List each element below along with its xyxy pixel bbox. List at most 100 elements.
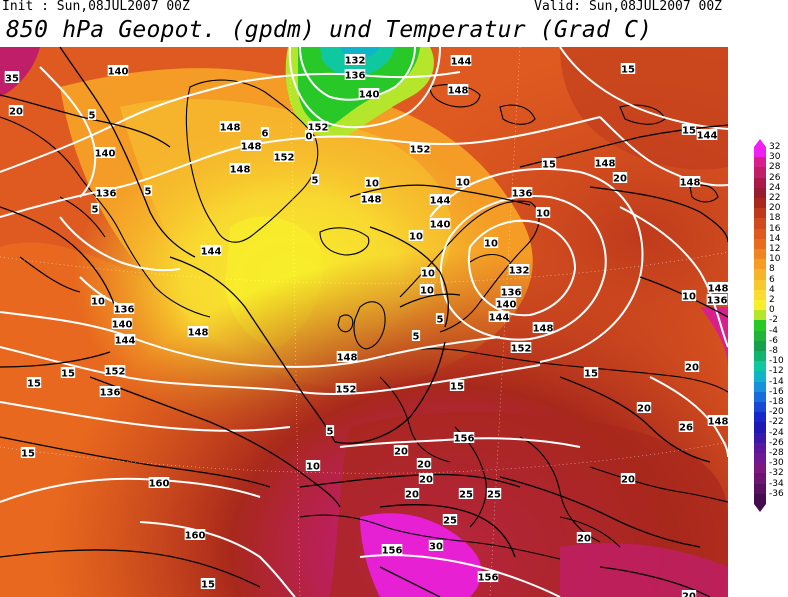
temperature-label-box bbox=[364, 177, 380, 188]
geopotential-label: 140 bbox=[359, 90, 380, 101]
colorbar-cell bbox=[754, 289, 766, 301]
colorbar-cell bbox=[754, 371, 766, 383]
geopotential-label: 152 bbox=[410, 145, 431, 156]
colorbar-cell bbox=[754, 177, 766, 189]
temperature-label: 15 bbox=[61, 369, 75, 380]
geopotential-label-box bbox=[113, 303, 135, 314]
geopotential-label: 148 bbox=[337, 353, 358, 364]
temperature-label-box bbox=[458, 488, 474, 499]
colorbar-cell bbox=[754, 300, 766, 311]
colorbar-cell bbox=[754, 157, 766, 168]
temperature-label: 10 bbox=[536, 209, 550, 220]
temperature-label-box bbox=[428, 540, 444, 551]
colorbar-cell bbox=[754, 432, 766, 444]
temperature-label-box bbox=[483, 237, 499, 248]
temperature-label: 6 bbox=[262, 129, 269, 140]
temperature-label-box bbox=[143, 185, 153, 196]
colorbar-label: -10 bbox=[769, 356, 784, 367]
temperature-label-box bbox=[620, 63, 636, 74]
colorbar-label: -6 bbox=[769, 335, 778, 346]
colorbar-bottom-arrow bbox=[754, 504, 766, 512]
geopotential-label: 160 bbox=[185, 531, 206, 542]
colorbar-label: -4 bbox=[769, 325, 778, 336]
colorbar-cell bbox=[754, 381, 766, 393]
geopotential-label: 136 bbox=[501, 288, 522, 299]
geopotential-label-box bbox=[381, 544, 403, 555]
geopotential-label-box bbox=[429, 194, 451, 205]
geopotential-label-box bbox=[187, 326, 209, 337]
geopotential-label-box bbox=[429, 218, 451, 229]
temperature-label: 15 bbox=[27, 379, 41, 390]
geopotential-label-box bbox=[495, 298, 517, 309]
colorbar-label: -26 bbox=[769, 437, 784, 448]
temperature-label-box bbox=[4, 72, 20, 83]
geopotential-contours bbox=[0, 47, 728, 597]
temperature-label-box bbox=[393, 445, 409, 456]
colorbar-label: 4 bbox=[769, 284, 775, 295]
geopotential-label-box bbox=[511, 187, 533, 198]
temperature-label-box bbox=[304, 130, 314, 141]
temperature-label-box bbox=[305, 460, 321, 471]
colorbar-label: 2 bbox=[769, 295, 775, 305]
temperature-label-box bbox=[20, 447, 36, 458]
temperature-label-box bbox=[60, 367, 76, 378]
temperature-label-box bbox=[576, 532, 592, 543]
geopotential-label: 140 bbox=[95, 149, 116, 160]
temperature-label: 20 bbox=[417, 460, 431, 471]
geopotential-label: 136 bbox=[114, 305, 135, 316]
geopotential-label: 148 bbox=[448, 86, 469, 97]
geopotential-label-box bbox=[229, 163, 251, 174]
geopotential-label-box bbox=[707, 415, 728, 426]
colorbar-label: 8 bbox=[769, 264, 775, 275]
colorbar-cell bbox=[754, 493, 766, 505]
geopotential-label: 136 bbox=[345, 71, 366, 82]
geopotential-label: 156 bbox=[382, 546, 403, 557]
temperature-label: 10 bbox=[456, 178, 470, 189]
temperature-label-box bbox=[486, 488, 502, 499]
valid-time-label: Valid: Sun,08JUL2007 00Z bbox=[534, 0, 722, 14]
temperature-label: 20 bbox=[682, 592, 696, 597]
temperature-label-box bbox=[325, 425, 335, 436]
geopotential-label: 148 bbox=[230, 165, 251, 176]
colorbar-label: 26 bbox=[769, 172, 781, 183]
colorbar-cell bbox=[754, 442, 766, 454]
colorbar-cell bbox=[754, 249, 766, 260]
geopotential-label: 140 bbox=[112, 320, 133, 331]
geopotential-label-box bbox=[273, 151, 295, 162]
geopotential-label: 148 bbox=[595, 159, 616, 170]
temperature-label: 15 bbox=[201, 580, 215, 591]
colorbar-label: -32 bbox=[769, 468, 784, 479]
geopotential-label-box bbox=[148, 477, 170, 488]
temperature-label-box bbox=[678, 421, 694, 432]
colorbar-label: -14 bbox=[769, 376, 784, 387]
geopotential-label-box bbox=[94, 147, 116, 158]
temperature-label: 25 bbox=[459, 490, 473, 501]
temperature-label-box bbox=[583, 367, 599, 378]
geopotential-label: 160 bbox=[149, 479, 170, 490]
geopotential-label: 144 bbox=[201, 247, 222, 258]
colorbar-cell bbox=[754, 238, 766, 250]
lat-lon-grid bbox=[0, 47, 728, 597]
temperature-label: 30 bbox=[429, 542, 443, 553]
temperature-label: 0 bbox=[306, 132, 313, 143]
geopotential-label-box bbox=[104, 365, 126, 376]
colorbar-label: -30 bbox=[769, 458, 784, 469]
temperature-label-box bbox=[408, 230, 424, 241]
temperature-label-box bbox=[404, 488, 420, 499]
colorbar-label: 20 bbox=[769, 203, 781, 214]
geopotential-label: 136 bbox=[96, 189, 117, 200]
temperature-label-box bbox=[260, 127, 270, 138]
temperature-label: 10 bbox=[409, 232, 423, 243]
temperature-label-box bbox=[455, 176, 471, 187]
geopotential-label: 148 bbox=[533, 324, 554, 335]
temperature-labels: 15 20 35 5 5 5 0 6 10 10 5 10 15 15 15 20 10 10 10 10 10 5 5 15… bbox=[4, 63, 700, 597]
temperature-label: 15 bbox=[21, 449, 35, 460]
temperature-label: 10 bbox=[365, 179, 379, 190]
geopotential-label-box bbox=[360, 193, 382, 204]
colorbar-cell bbox=[754, 208, 766, 219]
geopotential-label-box bbox=[219, 121, 241, 132]
geopotential-label: 148 bbox=[241, 142, 262, 153]
colorbar-cell bbox=[754, 259, 766, 270]
geopotential-label-box bbox=[184, 529, 206, 540]
